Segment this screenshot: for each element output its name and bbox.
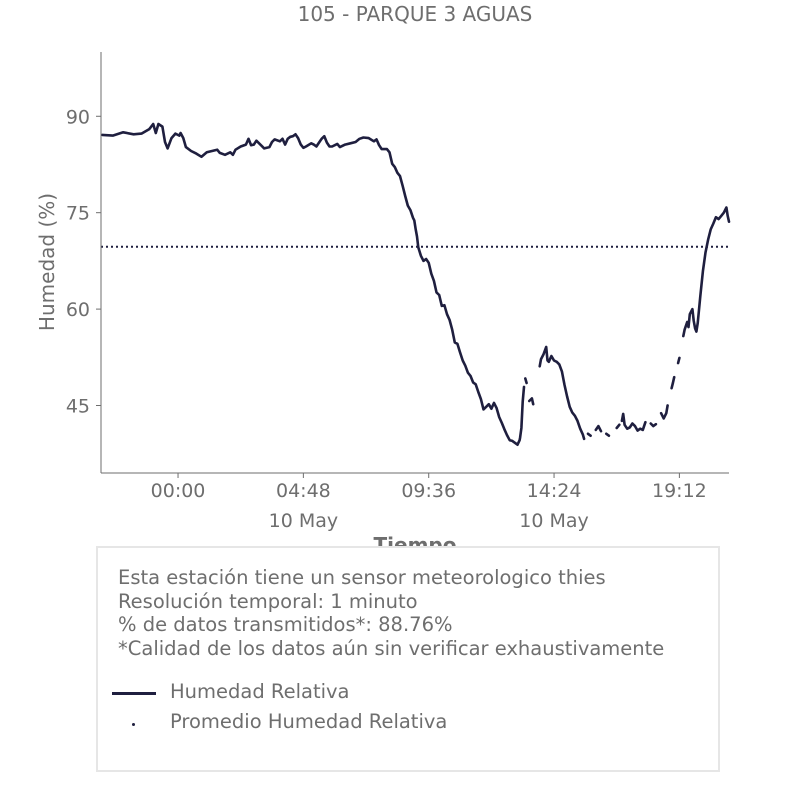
y-tick-label: 45 <box>66 396 90 418</box>
x-tick-label: 14:24 <box>527 480 582 502</box>
x-tick-label: 00:00 <box>151 480 206 502</box>
series-humidity-segment <box>670 375 676 390</box>
series-humidity-segment <box>620 412 647 432</box>
x-tick-date-label: 10 May <box>519 510 589 532</box>
y-tick-label: 90 <box>66 106 90 128</box>
legend-solid-line-swatch <box>112 692 156 695</box>
y-axis-label: Humedad (%) <box>35 193 59 331</box>
info-legend-box: Esta estación tiene un sensor meteorolog… <box>96 546 720 772</box>
series-humidity-segment <box>659 404 669 420</box>
station-info: Esta estación tiene un sensor meteorolog… <box>118 566 664 660</box>
y-tick-label: 60 <box>66 299 90 321</box>
series-humidity-segment <box>101 122 526 447</box>
info-line-quality-note: *Calidad de los datos aún sin verificar … <box>118 636 665 660</box>
series-humidity-segment <box>681 206 731 338</box>
legend-label: Humedad Relativa <box>170 680 350 703</box>
series-humidity-segment <box>615 423 621 430</box>
series-humidity-segment <box>676 356 681 365</box>
chart-title: 105 - PARQUE 3 AGUAS <box>298 2 533 26</box>
y-tick-label: 75 <box>66 203 90 225</box>
series-humidity-segment <box>523 377 528 385</box>
series-humidity-segment <box>538 345 586 441</box>
series-humidity-segment <box>586 432 592 438</box>
legend-dotted-line-swatch <box>132 723 135 726</box>
x-tick-label: 19:12 <box>652 480 707 502</box>
x-tick-label: 09:36 <box>401 480 456 502</box>
x-axis-ticks: 00:00 04:48 10 May 09:36 14:24 10 May 19:12 <box>151 473 707 532</box>
info-line-transmitted: % de datos transmitidos*: 88.76% <box>118 613 453 636</box>
x-tick-label: 04:48 <box>276 480 331 502</box>
x-tick-date-label: 10 May <box>269 510 339 532</box>
series-humidity-segment <box>527 397 535 406</box>
x-axis-label: Tiempo <box>374 533 457 546</box>
plot-area <box>101 122 731 447</box>
series-humidity-segment <box>604 432 611 438</box>
series-humidity-segment <box>594 424 603 433</box>
humidity-chart: 105 - PARQUE 3 AGUAS 45 60 75 90 00:00 04:48… <box>35 2 731 546</box>
series-humidity-segment <box>649 422 658 428</box>
legend-label: Promedio Humedad Relativa <box>170 710 448 733</box>
info-line-sensor: Esta estación tiene un sensor meteorolog… <box>118 566 606 589</box>
y-axis-ticks: 45 60 75 90 <box>66 106 101 418</box>
info-line-resolution: Resolución temporal: 1 minuto <box>118 589 418 613</box>
